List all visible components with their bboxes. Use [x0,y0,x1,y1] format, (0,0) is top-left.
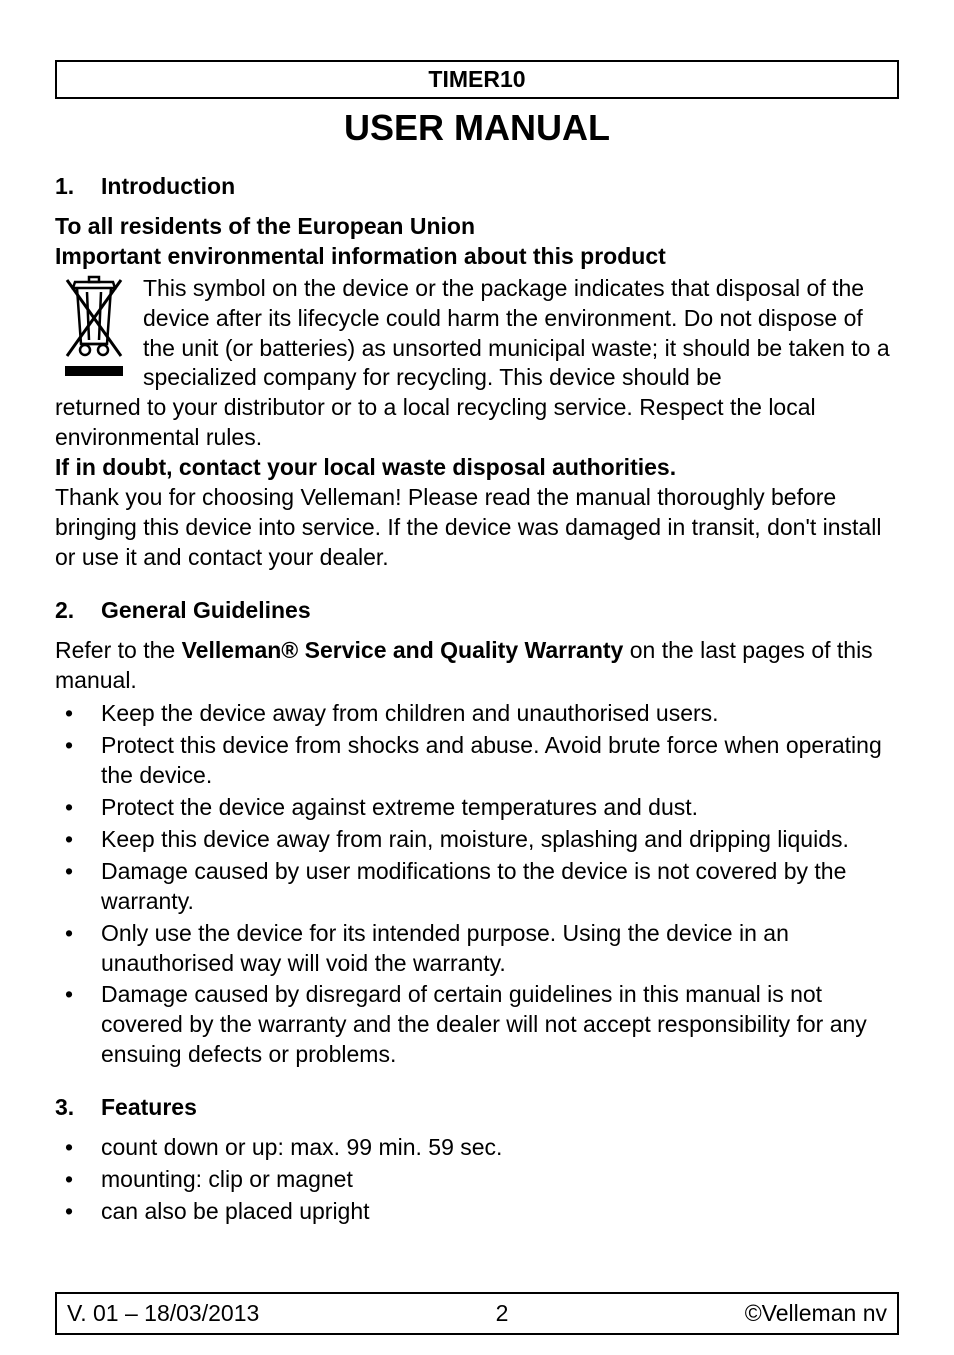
guideline-text: Keep the device away from children and u… [101,699,899,729]
guideline-text: Keep this device away from rain, moistur… [101,825,899,855]
bullet-icon: • [55,980,101,1070]
header-box: TIMER10 [55,60,899,99]
bullet-icon: • [55,699,101,729]
bullet-icon: • [55,1165,101,1195]
list-item: •mounting: clip or magnet [55,1165,899,1195]
guidelines-list: •Keep the device away from children and … [55,699,899,1070]
bullet-icon: • [55,919,101,979]
bullet-icon: • [55,793,101,823]
feature-text: count down or up: max. 99 min. 59 sec. [101,1133,899,1163]
list-item: •count down or up: max. 99 min. 59 sec. [55,1133,899,1163]
footer-box: V. 01 – 18/03/2013 2 ©Velleman nv [55,1292,899,1335]
bullet-icon: • [55,1133,101,1163]
section-3-heading: 3.Features [55,1094,899,1121]
weee-bin-icon [55,274,133,384]
section-2-title: General Guidelines [101,597,311,623]
section-3-title: Features [101,1094,197,1120]
list-item: •Only use the device for its intended pu… [55,919,899,979]
weee-text-continued: returned to your distributor or to a loc… [55,393,899,453]
guideline-text: Protect this device from shocks and abus… [101,731,899,791]
features-list: •count down or up: max. 99 min. 59 sec. … [55,1133,899,1227]
list-item: •Damage caused by disregard of certain g… [55,980,899,1070]
list-item: •Keep this device away from rain, moistu… [55,825,899,855]
list-item: •Keep the device away from children and … [55,699,899,729]
footer-page: 2 [496,1300,509,1327]
bullet-icon: • [55,857,101,917]
eu-residents-line: To all residents of the European Union [55,212,899,242]
section-2-number: 2. [55,597,101,624]
list-item: •Damage caused by user modifications to … [55,857,899,917]
warranty-bold: Velleman® Service and Quality Warranty [182,637,624,663]
bullet-icon: • [55,825,101,855]
footer-copyright: ©Velleman nv [745,1300,887,1327]
product-code: TIMER10 [428,66,525,92]
bullet-icon: • [55,1197,101,1227]
env-info-line: Important environmental information abou… [55,242,899,272]
guideline-text: Damage caused by user modifications to t… [101,857,899,917]
feature-text: can also be placed upright [101,1197,899,1227]
list-item: •Protect this device from shocks and abu… [55,731,899,791]
guideline-text: Damage caused by disregard of certain gu… [101,980,899,1070]
warranty-intro: Refer to the Velleman® Service and Quali… [55,636,899,696]
section-1-number: 1. [55,173,101,200]
warranty-pre: Refer to the [55,637,182,663]
guideline-text: Only use the device for its intended pur… [101,919,899,979]
bullet-icon: • [55,731,101,791]
list-item: •Protect the device against extreme temp… [55,793,899,823]
guideline-text: Protect the device against extreme tempe… [101,793,899,823]
weee-text-inline: This symbol on the device or the package… [143,274,899,394]
feature-text: mounting: clip or magnet [101,1165,899,1195]
thanks-text: Thank you for choosing Velleman! Please … [55,483,899,573]
section-1-heading: 1.Introduction [55,173,899,200]
doubt-line: If in doubt, contact your local waste di… [55,453,899,483]
section-3-number: 3. [55,1094,101,1121]
footer-version: V. 01 – 18/03/2013 [67,1300,259,1327]
list-item: •can also be placed upright [55,1197,899,1227]
main-title: USER MANUAL [55,107,899,149]
weee-block: This symbol on the device or the package… [55,274,899,394]
section-2-heading: 2.General Guidelines [55,597,899,624]
section-1-title: Introduction [101,173,235,199]
